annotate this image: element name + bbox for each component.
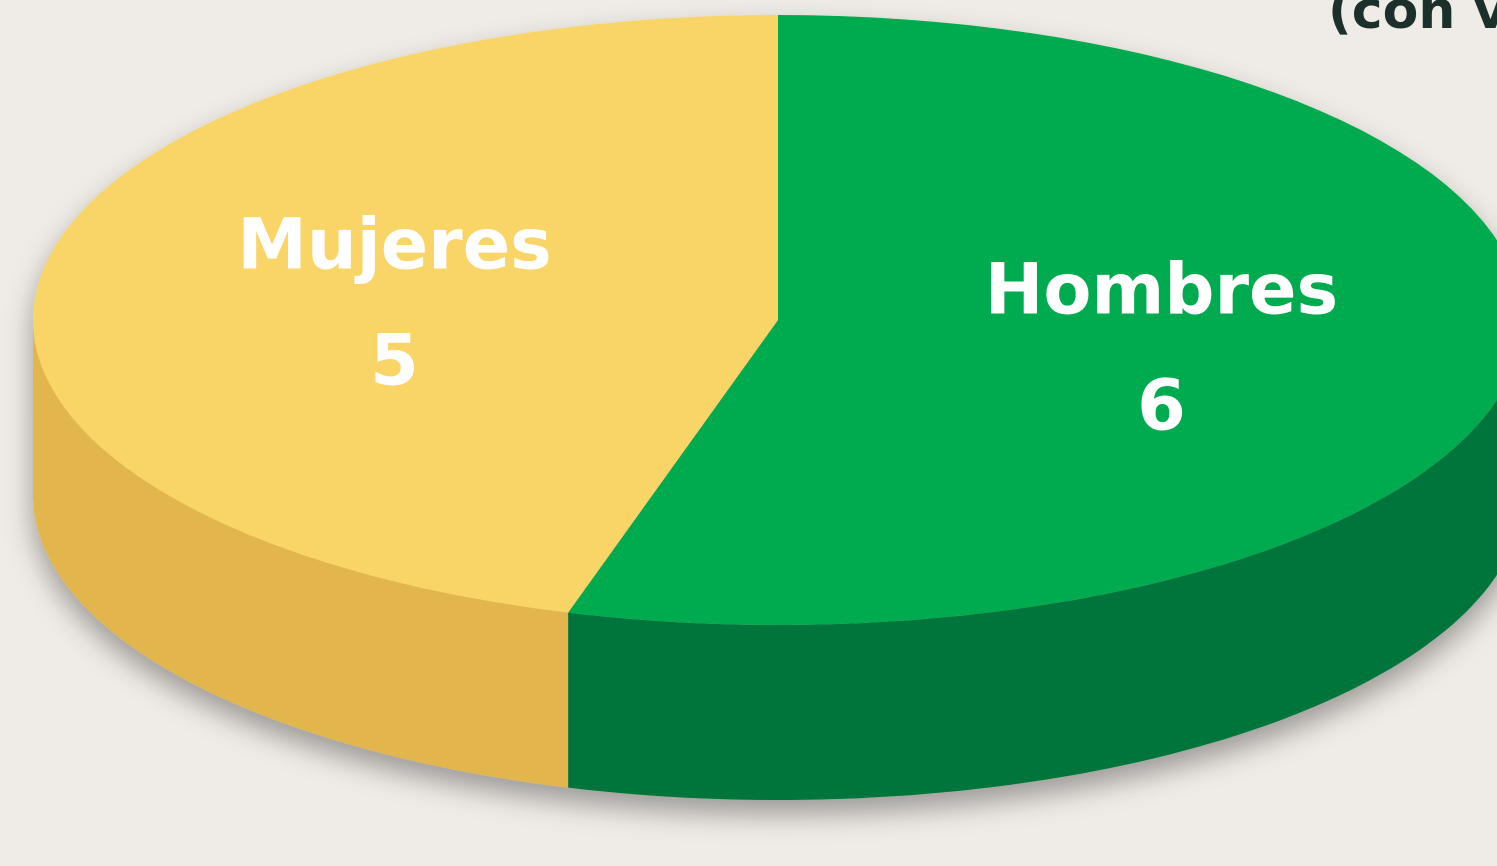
pie	[33, 15, 1497, 800]
slice	[33, 15, 778, 613]
slice	[568, 15, 1497, 625]
slice-value: 5	[370, 319, 419, 401]
slice-value: 6	[1137, 365, 1186, 447]
slice-side	[33, 320, 569, 788]
slice-label: Mujeres	[237, 203, 552, 285]
slice-side	[568, 399, 1497, 800]
slice-label: Hombres	[985, 249, 1338, 331]
chart-title: (con v	[1328, 0, 1497, 41]
